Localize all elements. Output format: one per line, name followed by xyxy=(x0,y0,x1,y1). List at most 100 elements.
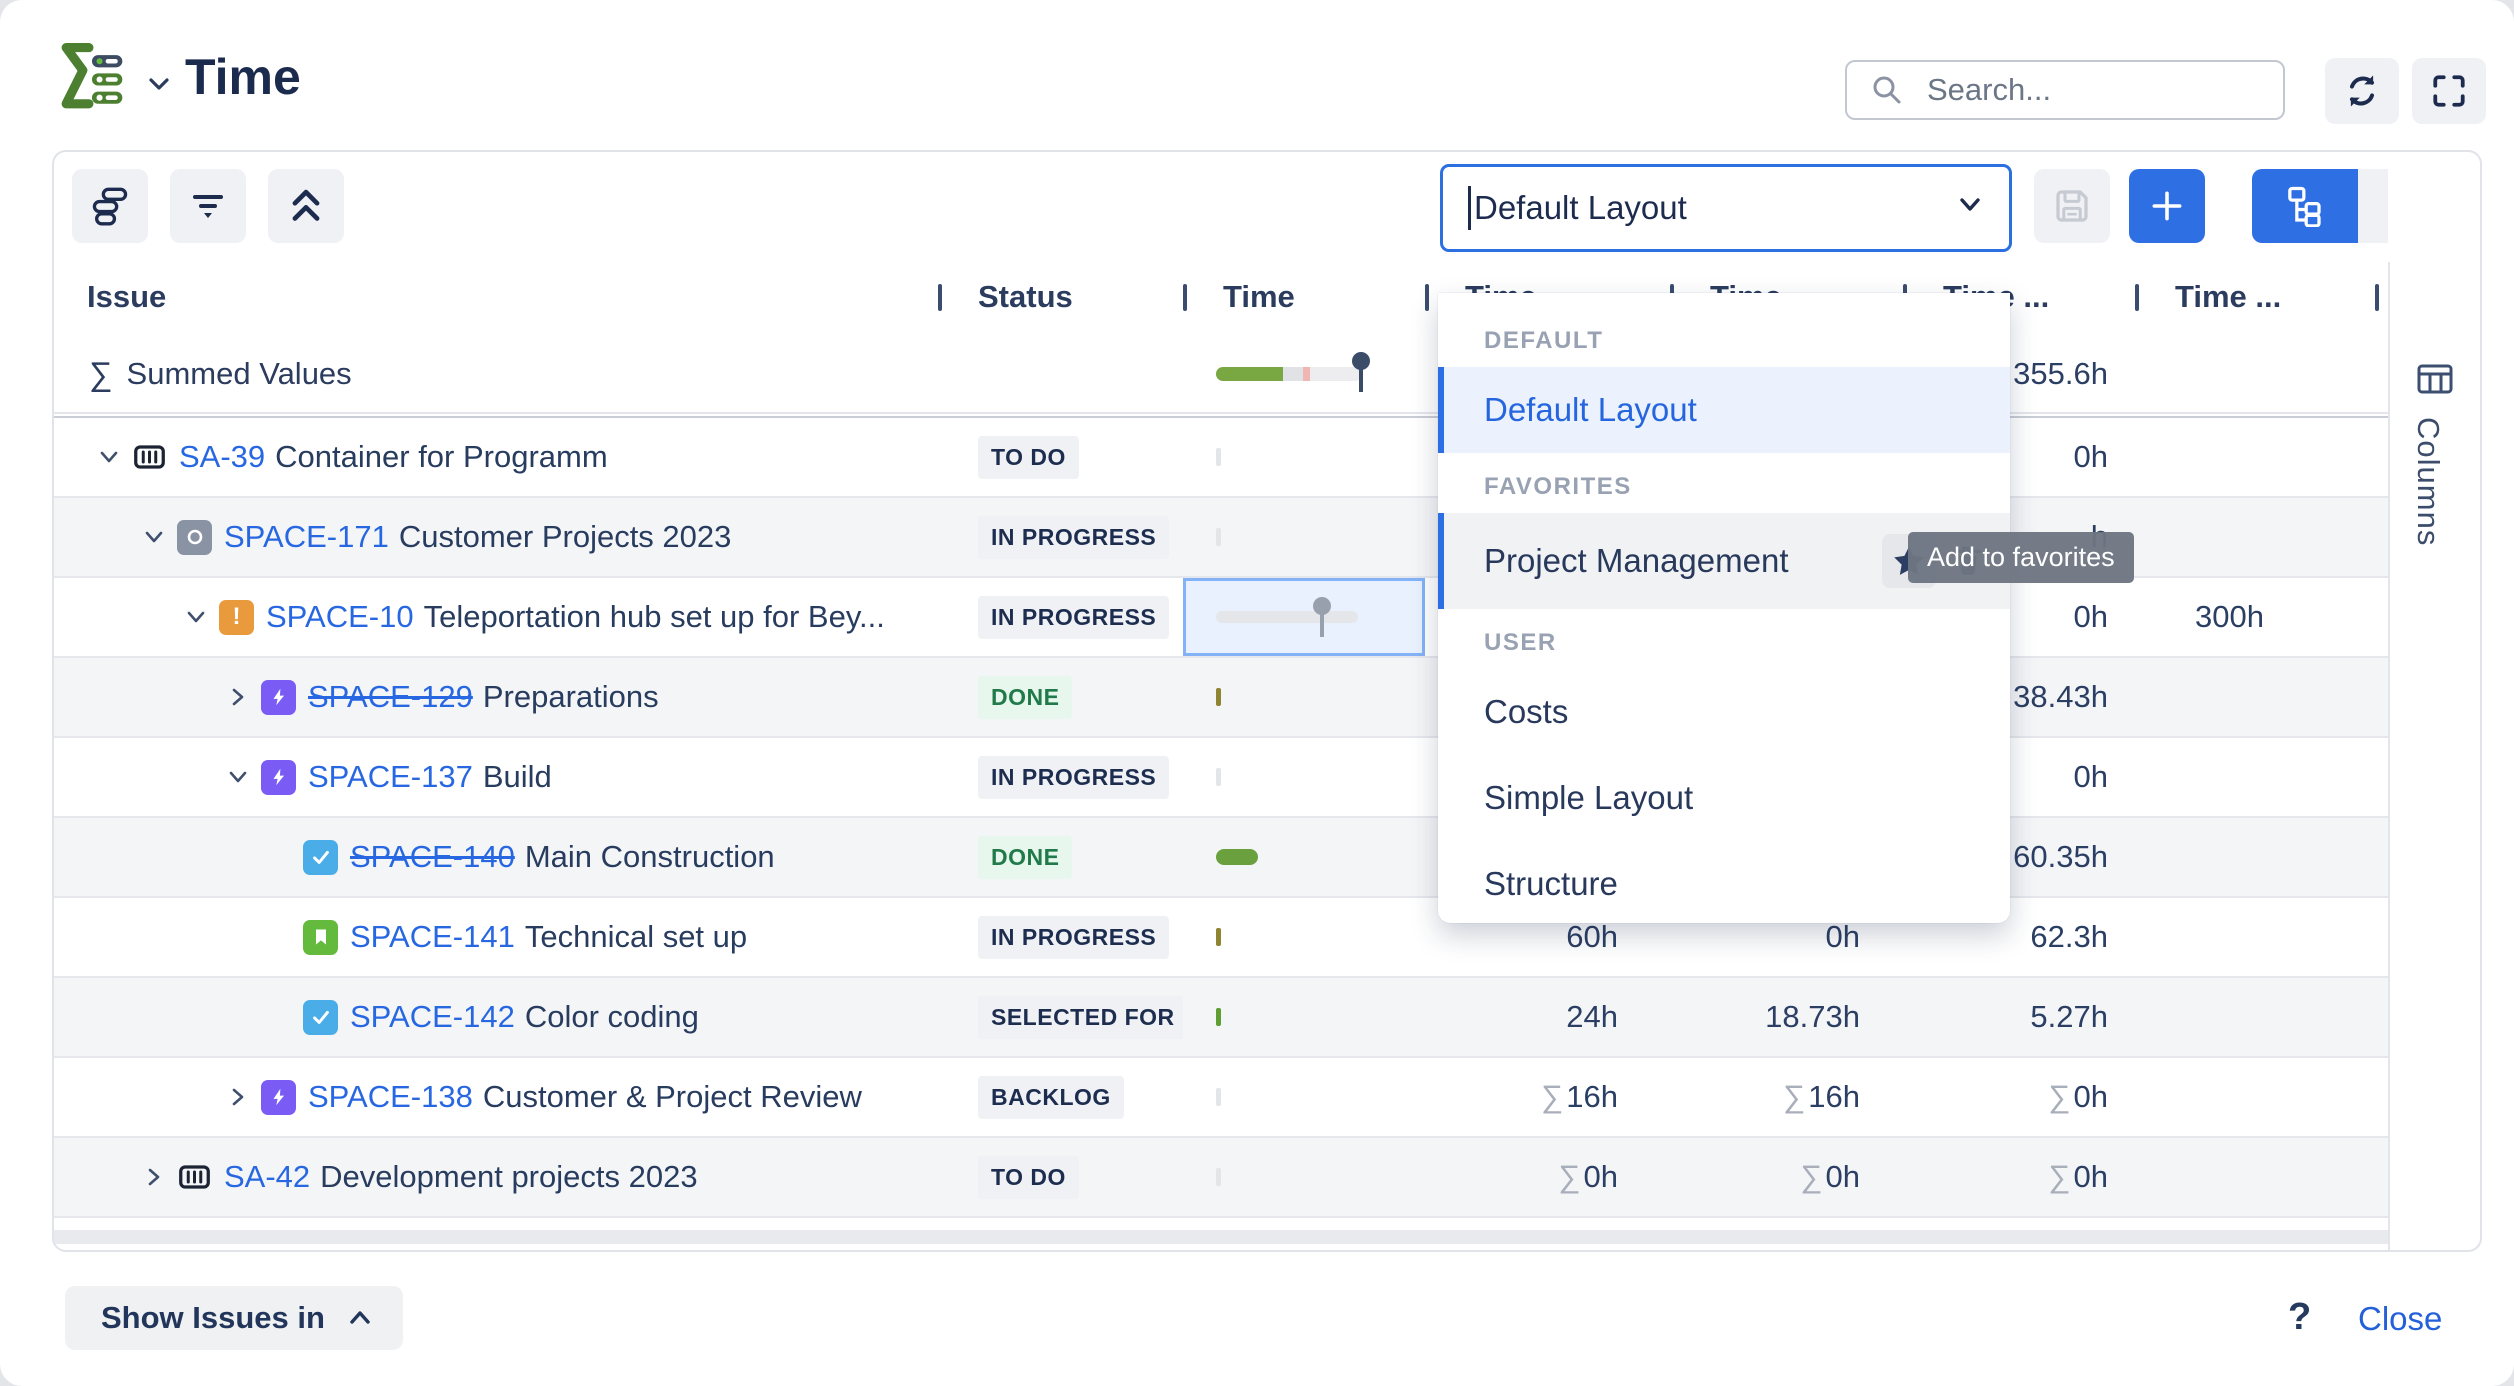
collapse-all-button[interactable] xyxy=(268,169,344,243)
status-badge[interactable]: SELECTED FOR xyxy=(978,995,1183,1039)
time-value-cell xyxy=(2135,332,2375,416)
time-value-cell: ∑ 0h xyxy=(1558,1159,1618,1194)
issue-key-link[interactable]: SPACE-10 xyxy=(266,599,414,634)
status-badge[interactable]: IN PROGRESS xyxy=(978,515,1170,559)
layout-menu-item-costs[interactable]: Costs xyxy=(1438,669,2010,755)
issue-key-link[interactable]: SPACE-129 xyxy=(308,679,473,714)
layout-select-value: Default Layout xyxy=(1474,189,1687,226)
issue-summary: Container for Programm xyxy=(275,439,608,474)
expand-chevron-down-icon[interactable] xyxy=(94,442,124,472)
time-tracking-cell[interactable] xyxy=(1183,1058,1425,1136)
status-badge[interactable]: DONE xyxy=(978,675,1073,719)
help-button[interactable]: ? xyxy=(2288,1296,2312,1338)
time-tracking-cell[interactable] xyxy=(1183,578,1425,656)
column-header-issue-0[interactable]: Issue xyxy=(87,279,167,314)
close-link[interactable]: Close xyxy=(2358,1300,2443,1337)
issue-key-link[interactable]: SPACE-140 xyxy=(350,839,515,874)
issue-summary: Customer & Project Review xyxy=(482,1079,862,1114)
status-badge[interactable]: DONE xyxy=(978,835,1073,879)
time-tracking-cell[interactable] xyxy=(1183,658,1425,736)
time-slider-track[interactable] xyxy=(1216,611,1358,623)
save-layout-button[interactable] xyxy=(2034,169,2110,243)
list-view-button[interactable] xyxy=(2358,169,2388,243)
status-badge[interactable]: IN PROGRESS xyxy=(978,915,1170,959)
expand-chevron-right-icon[interactable] xyxy=(139,1162,169,1192)
time-value-cell xyxy=(2135,738,2375,816)
status-badge[interactable]: BACKLOG xyxy=(978,1075,1124,1119)
issue-row-space-142[interactable]: SPACE-142 Color coding SELECTED FOR 24h 18.7… xyxy=(54,978,2388,1058)
time-value-cell: 62.3h xyxy=(2030,919,2108,954)
text-cursor xyxy=(1468,186,1471,230)
expand-chevron-down-icon[interactable] xyxy=(181,602,211,632)
expand-chevron-right-icon[interactable] xyxy=(223,1082,253,1112)
time-tracking-cell[interactable] xyxy=(1183,738,1425,816)
issue-cell: SPACE-138 Customer & Project Review xyxy=(54,1058,938,1136)
time-pin-marker[interactable] xyxy=(1352,352,1370,392)
issue-row-space-141[interactable]: SPACE-141 Technical set up IN PROGRESS 60h 0… xyxy=(54,898,2388,978)
issue-row-space-137[interactable]: SPACE-137 Build IN PROGRESS 0h xyxy=(54,738,2388,818)
issue-row-space-10[interactable]: ! SPACE-10 Teleportation hub set up for Be… xyxy=(54,578,2388,658)
issue-row-sa-39[interactable]: SA-39 Container for Programm TO DO 0h xyxy=(54,418,2388,498)
horizontal-scroll-strip[interactable] xyxy=(54,1230,2388,1244)
issue-key-link[interactable]: SPACE-141 xyxy=(350,919,515,954)
row-filler xyxy=(2375,818,2388,896)
fullscreen-button[interactable] xyxy=(2412,58,2486,124)
time-slider-handle[interactable] xyxy=(1313,597,1331,637)
issue-key-link[interactable]: SA-42 xyxy=(224,1159,311,1194)
incident-issue-type-icon: ! xyxy=(219,599,254,635)
time-tracking-cell[interactable] xyxy=(1183,418,1425,496)
structure-time-logo[interactable] xyxy=(55,40,135,122)
expand-chevron-down-icon[interactable] xyxy=(223,762,253,792)
status-cell: TO DO xyxy=(938,1138,1183,1216)
status-badge[interactable]: TO DO xyxy=(978,435,1079,479)
refresh-button[interactable] xyxy=(2325,58,2399,124)
group-by-button[interactable] xyxy=(72,169,148,243)
time-tracking-cell[interactable] xyxy=(1183,498,1425,576)
status-badge[interactable]: IN PROGRESS xyxy=(978,755,1170,799)
layout-menu-item-simple-layout[interactable]: Simple Layout xyxy=(1438,755,2010,841)
filter-button[interactable] xyxy=(170,169,246,243)
status-badge[interactable]: IN PROGRESS xyxy=(978,595,1170,639)
issue-key-link[interactable]: SPACE-138 xyxy=(308,1079,473,1114)
time-tracking-cell[interactable] xyxy=(1183,818,1425,896)
expand-chevron-down-icon[interactable] xyxy=(139,522,169,552)
issue-row-space-138[interactable]: SPACE-138 Customer & Project Review BACKLO… xyxy=(54,1058,2388,1138)
columns-sidebar[interactable]: Columns xyxy=(2388,262,2480,1250)
layout-select[interactable]: Default Layout xyxy=(1440,164,2012,252)
issue-key-link[interactable]: SPACE-137 xyxy=(308,759,473,794)
column-header-status-1[interactable]: Status xyxy=(938,262,1183,332)
summed-values-row[interactable]: ∑ Summed Values 355.6h xyxy=(54,332,2388,418)
status-cell: IN PROGRESS xyxy=(938,498,1183,576)
status-badge[interactable]: TO DO xyxy=(978,1155,1079,1199)
issue-key-link[interactable]: SPACE-171 xyxy=(224,519,389,554)
column-header-time-2[interactable]: Time xyxy=(1183,262,1425,332)
hierarchy-icon xyxy=(2288,186,2321,227)
table-main: Default Layout xyxy=(54,152,2388,1250)
structure-view-button[interactable] xyxy=(2252,169,2358,243)
search-input[interactable]: Search... xyxy=(1845,60,2285,120)
task-issue-type-icon xyxy=(303,999,338,1035)
time-tracking-cell[interactable] xyxy=(1183,898,1425,976)
layout-menu: DEFAULT Default Layout FAVORITES Project Ma… xyxy=(1438,293,2010,923)
time-value-cell: 60.35h xyxy=(2013,839,2108,874)
time-tick-mark xyxy=(1216,1088,1221,1106)
expand-chevron-right-icon[interactable] xyxy=(223,682,253,712)
issue-key-link[interactable]: SA-39 xyxy=(179,439,266,474)
app-switcher-chevron-icon[interactable] xyxy=(146,74,172,94)
row-filler xyxy=(2375,418,2388,496)
layout-menu-item-default-layout[interactable]: Default Layout xyxy=(1438,367,2010,453)
column-header-time-6[interactable]: Time ... xyxy=(2135,262,2375,332)
layout-menu-item-structure[interactable]: Structure xyxy=(1438,841,2010,923)
toolbar: Default Layout xyxy=(54,152,2388,262)
show-issues-in-button[interactable]: Show Issues in xyxy=(65,1286,403,1350)
issue-row-sa-42[interactable]: SA-42 Development projects 2023 TO DO ∑ 0h ∑ 0… xyxy=(54,1138,2388,1218)
time-tracking-cell[interactable] xyxy=(1183,978,1425,1056)
time-tracking-cell[interactable] xyxy=(1183,1138,1425,1216)
time-value-cell: 0h xyxy=(2073,439,2108,474)
add-layout-button[interactable] xyxy=(2129,169,2205,243)
issue-row-space-129[interactable]: SPACE-129 Preparations DONE 38.43h xyxy=(54,658,2388,738)
time-tracking-cell[interactable] xyxy=(1183,332,1425,416)
issue-key-link[interactable]: SPACE-142 xyxy=(350,999,515,1034)
issue-row-space-140[interactable]: SPACE-140 Main Construction DONE 60.35h xyxy=(54,818,2388,898)
filter-icon xyxy=(193,195,223,218)
